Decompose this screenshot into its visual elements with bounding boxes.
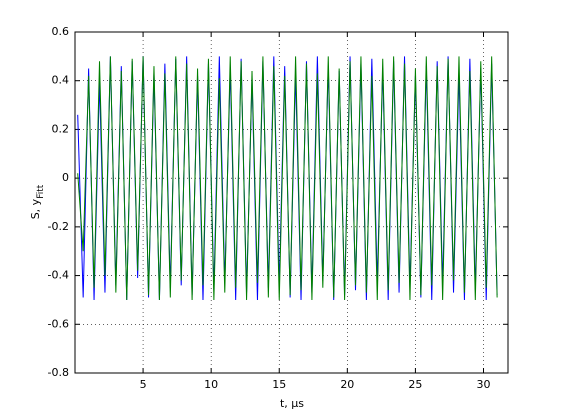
y-label-sub: Fitt [36, 184, 46, 199]
axes-box [74, 31, 509, 374]
y-tick-label: -0.2 [48, 220, 69, 233]
x-tick-label: 20 [340, 378, 354, 391]
x-tick-label: 10 [204, 378, 218, 391]
y-tick-label: 0.6 [52, 25, 70, 38]
y-tick-label: 0.2 [52, 122, 70, 135]
y-tick-label: 0 [62, 171, 69, 184]
y-tick-label: -0.6 [48, 317, 69, 330]
y-label-main: S, y [29, 198, 42, 219]
x-tick-label: 25 [408, 378, 422, 391]
x-tick-label: 30 [476, 378, 490, 391]
x-tick-label: 15 [272, 378, 286, 391]
y-axis-label: S, yFitt [29, 184, 46, 219]
y-tick-label: -0.4 [48, 269, 69, 282]
x-tick-label: 5 [140, 378, 147, 391]
y-tick-label: 0.4 [52, 74, 70, 87]
y-tick-label: -0.8 [48, 366, 69, 379]
x-axis-label: t, µs [280, 397, 304, 410]
series-line [77, 56, 498, 300]
plot-area [75, 32, 508, 373]
